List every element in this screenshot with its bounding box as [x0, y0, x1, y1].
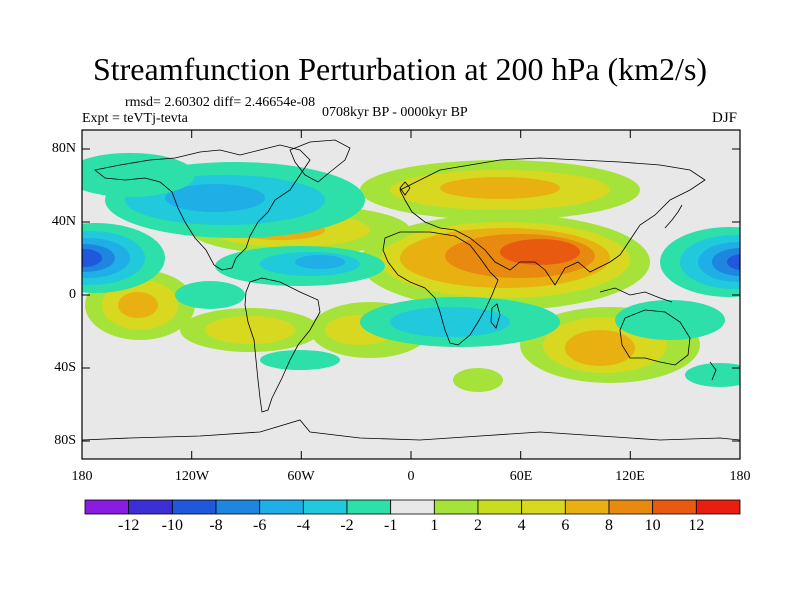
colorbar-swatch: [477, 499, 523, 515]
colorbar-label: 8: [605, 517, 613, 534]
indonesia-coast: [599, 287, 673, 303]
north-pacific-low: [82, 153, 365, 238]
colorbar-swatch: [128, 499, 173, 515]
lon-label-120e: 120E: [615, 469, 645, 484]
south-west-pacific-low: [685, 363, 740, 387]
lon-label-180e: 180: [729, 469, 751, 484]
colorbar-swatch: [259, 499, 304, 515]
south-america-coast: [244, 277, 321, 413]
lon-label-60e: 60E: [509, 469, 533, 484]
colorbar-label: -10: [161, 517, 183, 534]
tropical-atlantic-low: [175, 246, 385, 309]
south-indian-high: [453, 368, 503, 392]
colorbar-label: 1: [430, 517, 439, 534]
stats-text: rmsd= 2.60302 diff= 2.46654e-08: [125, 95, 316, 110]
colorbar-label: -6: [252, 517, 267, 534]
colorbar: [84, 499, 741, 515]
colorbar-swatch: [695, 499, 741, 515]
colorbar-swatch: [215, 499, 261, 515]
north-america-coast: [94, 144, 311, 271]
colorbar-swatch: [84, 499, 130, 515]
greenland-coast: [289, 139, 351, 183]
colorbar-swatch: [433, 499, 479, 515]
experiment-label: Expt = teVTj-tevta: [82, 111, 188, 126]
eurasia-coast: [399, 157, 706, 286]
colorbar-label: -12: [117, 517, 140, 534]
colorbar-label: 2: [474, 517, 482, 534]
lon-label-60w: 60W: [287, 469, 315, 484]
australia-coast: [619, 309, 691, 366]
indian-ocean-low: [360, 297, 725, 347]
colorbar-label: -8: [209, 517, 223, 534]
lon-label-180w: 180: [71, 469, 93, 484]
colorbar-label: -2: [340, 517, 354, 534]
lat-label-80s: 80S: [54, 433, 76, 448]
colorbar-swatch: [302, 499, 348, 515]
colorbar-swatch: [346, 499, 392, 515]
north-eurasia-ridge: [360, 160, 640, 220]
lat-label-40s: 40S: [54, 360, 76, 375]
map-title: Streamfunction Perturbation at 200 hPa (…: [92, 51, 708, 87]
africa-coast: [382, 231, 499, 346]
colorbar-label: 4: [517, 517, 526, 534]
new-zealand-coast: [709, 361, 717, 381]
coastlines: [82, 139, 740, 441]
period-label: 0708kyr BP - 0000kyr BP: [322, 105, 468, 120]
south-pacific-low: [260, 350, 340, 370]
colorbar-label: 6: [561, 517, 570, 534]
japan-coast: [664, 204, 683, 229]
uk-coast: [399, 181, 411, 196]
colorbar-label: -1: [383, 517, 398, 534]
axis-ticks: [82, 130, 740, 459]
south-pacific-high: [85, 270, 320, 352]
colorbar-swatch: [171, 499, 217, 515]
lat-label-80n: 80N: [51, 141, 76, 156]
madagascar-coast: [490, 303, 501, 329]
antarctica-coast: [82, 419, 740, 441]
colorbar-swatch: [390, 499, 435, 515]
season-label: DJF: [712, 110, 738, 126]
colorbar-label: 10: [644, 517, 661, 534]
colorbar-swatch: [521, 499, 566, 515]
lat-label-0: 0: [69, 287, 76, 302]
lat-label-40n: 40N: [51, 214, 76, 229]
colorbar-swatch: [564, 499, 610, 515]
lon-label-0: 0: [407, 469, 415, 484]
west-pacific-low: [660, 227, 740, 297]
colorbar-swatch: [652, 499, 697, 515]
africa-asia-anticyclone: [360, 214, 650, 310]
colorbar-label: -4: [296, 517, 310, 534]
lon-label-120w: 120W: [174, 469, 210, 484]
colorbar-swatch: [608, 499, 654, 515]
contour-layer: [82, 153, 740, 392]
colorbar-label: 12: [688, 517, 705, 534]
central-pacific-low: [82, 223, 165, 293]
